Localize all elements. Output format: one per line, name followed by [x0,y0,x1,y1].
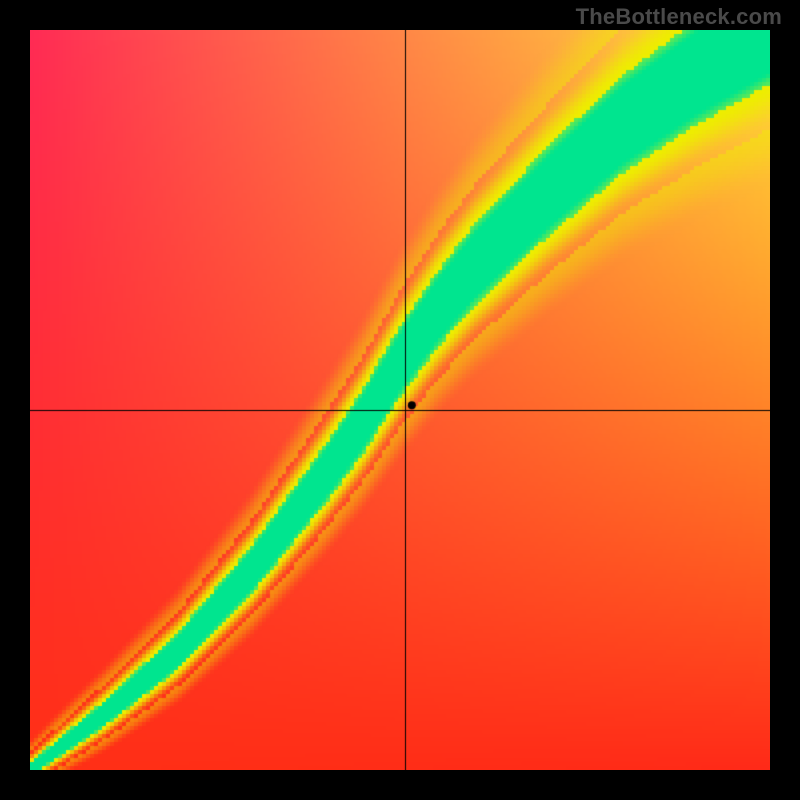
chart-container: TheBottleneck.com [0,0,800,800]
bottleneck-heatmap [30,30,770,770]
watermark-label: TheBottleneck.com [576,4,782,30]
